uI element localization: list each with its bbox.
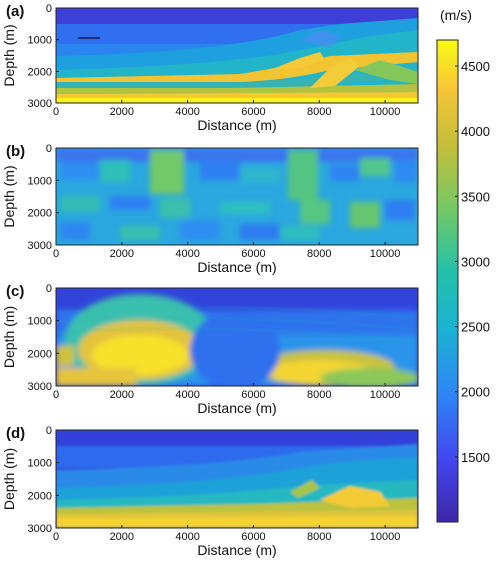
- x-tick-label: 8000: [307, 106, 331, 118]
- x-tick-label: 8000: [307, 389, 331, 401]
- x-tick-label: 0: [53, 531, 59, 543]
- x-tick-label: 6000: [241, 389, 265, 401]
- y-tick-label: 0: [46, 3, 52, 15]
- y-tick-label: 3000: [28, 523, 52, 535]
- panel-c-image: [56, 288, 418, 386]
- colorbar-ticks: 1500 2000 2500 3000 3500 4000 4500: [455, 59, 490, 465]
- panel-axes-4: 0 2000 4000 6000 8000 10000 0 1000 2000 3000 (d) Di…: [1, 425, 400, 558]
- y-tick-label: 0: [46, 425, 52, 437]
- x-tick-label: 4000: [175, 531, 199, 543]
- panel-label: (b): [6, 143, 25, 160]
- panel-a: [55, 7, 419, 104]
- y-tick-label: 0: [46, 143, 52, 155]
- panel-axes-1: 0 2000 4000 6000 8000 10000 0 1000 2000 3000 (a) Di…: [1, 3, 400, 133]
- x-tick-label: 4000: [175, 389, 199, 401]
- x-tick-label: 2000: [110, 248, 134, 260]
- x-tick-label: 2000: [110, 531, 134, 543]
- y-tick-label: 3000: [28, 98, 52, 110]
- x-tick-label: 6000: [241, 106, 265, 118]
- y-tick-label: 3000: [28, 381, 52, 393]
- x-axis-label: Distance (m): [197, 259, 276, 275]
- x-tick-label: 4000: [175, 106, 199, 118]
- x-tick-label: 6000: [241, 248, 265, 260]
- x-tick-label: 6000: [241, 531, 265, 543]
- x-axis-label: Distance (m): [197, 542, 276, 558]
- y-tick-label: 1000: [28, 175, 52, 187]
- panel-label: (c): [6, 283, 24, 300]
- x-tick-label: 10000: [370, 248, 401, 260]
- x-tick-label: 8000: [307, 531, 331, 543]
- panel-c: [55, 287, 419, 387]
- colorbar-gradient: [436, 39, 459, 523]
- y-tick-label: 1000: [28, 316, 52, 328]
- panel-axes-3: 0 2000 4000 6000 8000 10000 0 1000 2000 3000 (c) Di…: [1, 283, 400, 416]
- x-tick-label: 8000: [307, 248, 331, 260]
- panel-a-image: [56, 8, 418, 103]
- y-tick-label: 1000: [28, 35, 52, 47]
- y-tick-label: 0: [46, 283, 52, 295]
- colorbar-unit: (m/s): [440, 7, 472, 23]
- y-axis-label: Depth (m): [1, 306, 17, 368]
- colorbar-tick-label: 3000: [461, 254, 490, 269]
- panel-d: [55, 429, 419, 529]
- colorbar-tick-label: 4000: [461, 124, 490, 139]
- colorbar-tick-label: 3500: [461, 189, 490, 204]
- colorbar: (m/s) 1500 2000 2500 3000 3500 4000 4500: [436, 7, 490, 523]
- y-tick-label: 3000: [28, 240, 52, 252]
- x-tick-label: 0: [53, 248, 59, 260]
- colorbar-tick-label: 2000: [461, 385, 490, 400]
- panel-label: (a): [6, 3, 24, 20]
- x-tick-label: 0: [53, 389, 59, 401]
- x-tick-label: 10000: [370, 531, 401, 543]
- x-axis-label: Distance (m): [197, 400, 276, 416]
- axes-layer: 0 2000 4000 6000 8000 100000100020003000(a)Di…: [1, 3, 400, 558]
- y-tick-label: 1000: [28, 458, 52, 470]
- panel-b: [55, 147, 419, 246]
- colorbar-tick-label: 4500: [461, 59, 490, 74]
- x-tick-label: 0: [53, 106, 59, 118]
- y-tick-label: 2000: [28, 208, 52, 220]
- y-tick-label: 2000: [28, 66, 52, 78]
- colorbar-tick-label: 1500: [461, 450, 490, 465]
- colorbar-tick-label: 2500: [461, 320, 490, 335]
- x-tick-label: 2000: [110, 106, 134, 118]
- x-axis-label: Distance (m): [197, 117, 276, 133]
- panel-b-image: [56, 148, 418, 245]
- panel-axes-2: 0 2000 4000 6000 8000 10000 0 1000 2000 3000 (b) Di…: [1, 143, 400, 275]
- y-axis-label: Depth (m): [1, 24, 17, 86]
- y-tick-label: 2000: [28, 490, 52, 502]
- y-axis-label: Depth (m): [1, 165, 17, 227]
- panel-label: (d): [6, 425, 25, 442]
- x-tick-label: 10000: [370, 106, 401, 118]
- x-tick-label: 10000: [370, 389, 401, 401]
- y-axis-label: Depth (m): [1, 448, 17, 510]
- panel-d-image: [56, 430, 418, 528]
- x-tick-label: 2000: [110, 389, 134, 401]
- y-tick-label: 2000: [28, 348, 52, 360]
- x-tick-label: 4000: [175, 248, 199, 260]
